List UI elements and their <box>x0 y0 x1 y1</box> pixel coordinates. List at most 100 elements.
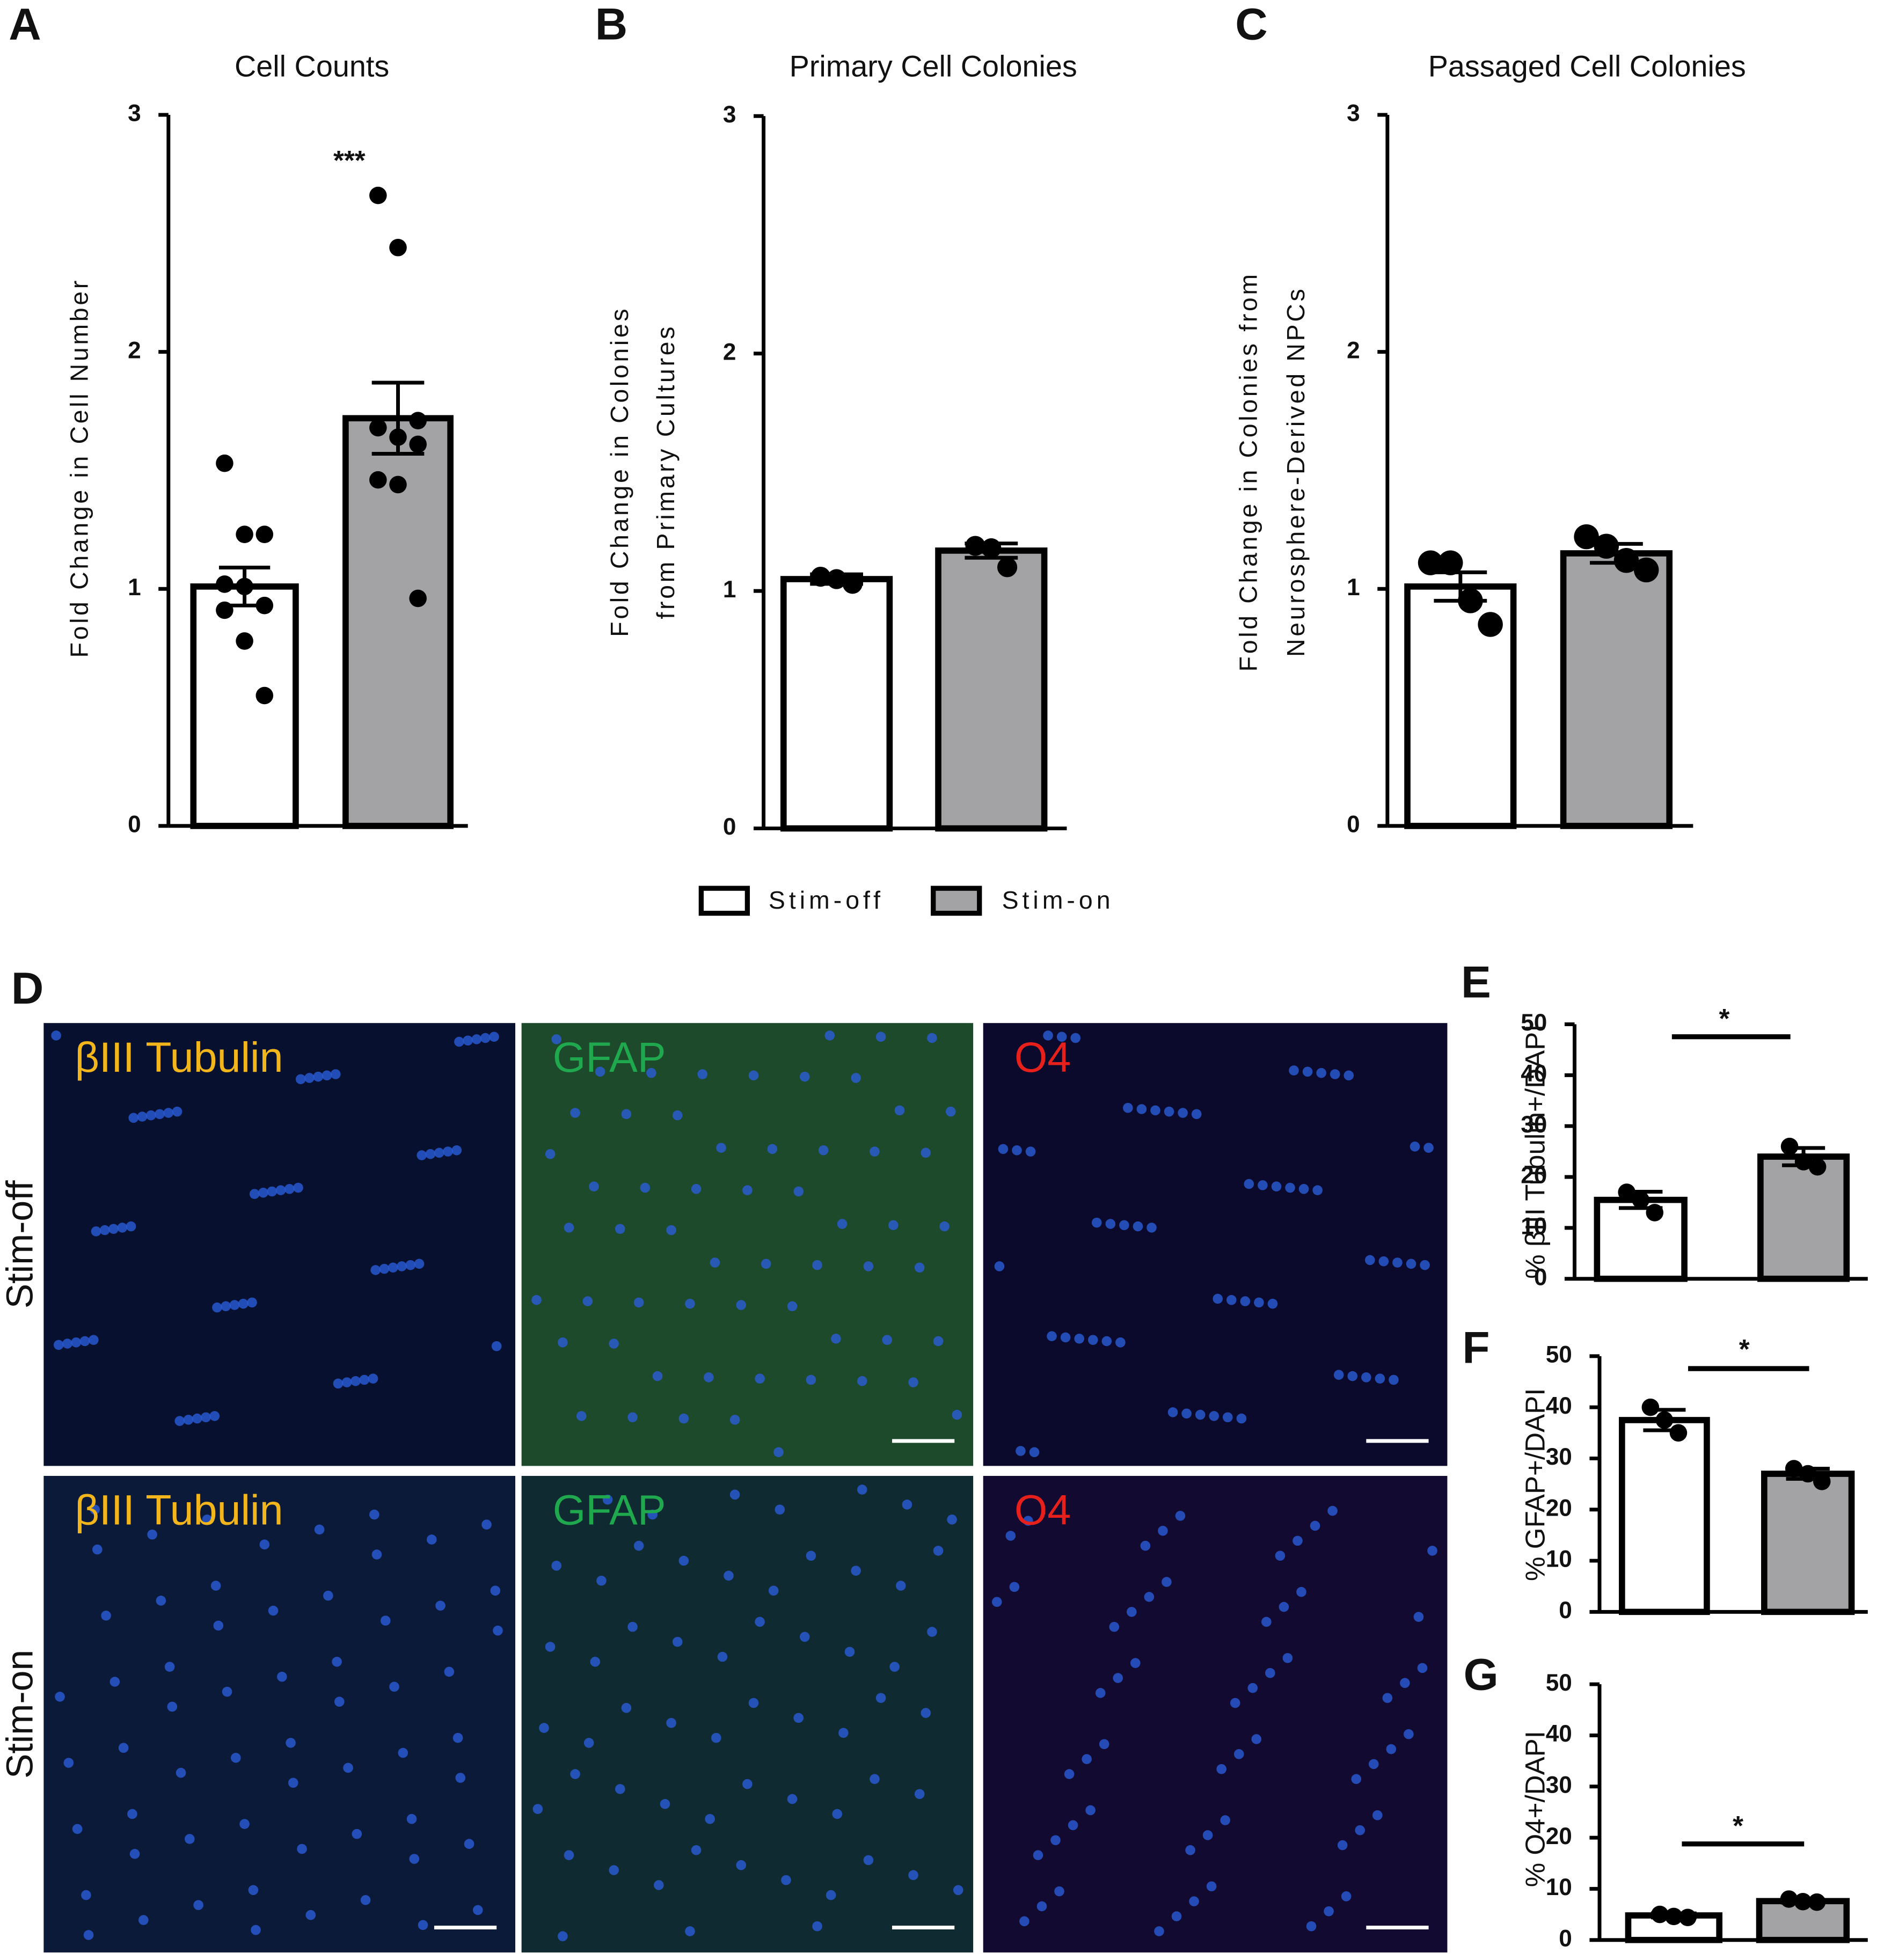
nucleus <box>1400 1678 1410 1688</box>
nucleus <box>564 1850 574 1860</box>
row-label: Stim-on <box>0 1650 40 1779</box>
nucleus <box>1223 1412 1233 1423</box>
y-tick-label: 30 <box>1546 1772 1572 1798</box>
nucleus <box>443 1146 453 1157</box>
nucleus <box>156 1596 166 1606</box>
nucleus <box>685 1926 695 1936</box>
data-point <box>1618 1183 1635 1201</box>
nucleus <box>933 1546 944 1556</box>
nucleus <box>1389 1374 1399 1385</box>
nucleus <box>1310 1520 1320 1531</box>
y-axis-label: Fold Change in Colonies <box>605 306 633 637</box>
nucleus <box>128 1113 139 1123</box>
y-tick-label: 20 <box>1521 1162 1547 1189</box>
nucleus <box>332 1657 342 1667</box>
data-point <box>1780 1137 1799 1155</box>
stain-label: GFAP <box>553 1486 666 1534</box>
nucleus <box>551 1034 562 1044</box>
nucleus <box>761 1259 771 1269</box>
data-point <box>1646 1204 1664 1222</box>
nucleus <box>472 1905 483 1915</box>
nucleus <box>1150 1105 1160 1116</box>
nucleus <box>863 1855 874 1866</box>
nucleus <box>90 1504 100 1515</box>
legend-label: Stim-on <box>1002 886 1114 914</box>
nucleus <box>192 1413 202 1424</box>
nucleus <box>268 1605 279 1616</box>
nucleus <box>1195 1409 1206 1420</box>
nucleus <box>288 1778 298 1788</box>
nucleus <box>126 1221 136 1232</box>
nucleus <box>1355 1825 1365 1835</box>
nucleus <box>101 1611 111 1621</box>
nucleus <box>167 1701 178 1712</box>
y-tick-label: 2 <box>723 339 736 365</box>
nucleus <box>1209 1411 1220 1421</box>
nucleus <box>660 1799 670 1809</box>
nucleus <box>62 1339 72 1349</box>
nucleus <box>1254 1297 1264 1308</box>
nucleus <box>426 1534 437 1545</box>
data-point <box>810 567 831 587</box>
nucleus <box>742 1779 753 1789</box>
nucleus <box>1095 1688 1106 1698</box>
nucleus <box>1068 1820 1078 1831</box>
nucleus <box>370 1265 381 1275</box>
nucleus <box>1382 1693 1393 1703</box>
nucleus <box>576 1411 587 1421</box>
nucleus <box>1372 1810 1383 1820</box>
y-tick-label: 0 <box>723 814 736 840</box>
nucleus <box>787 1301 798 1312</box>
nucleus <box>1220 1815 1230 1825</box>
nucleus <box>1423 1143 1434 1153</box>
nucleus <box>323 1590 333 1601</box>
nucleus <box>1341 1891 1352 1902</box>
nucleus <box>633 1297 644 1308</box>
nucleus <box>1251 1734 1262 1744</box>
data-point <box>409 435 427 454</box>
significance: * <box>1719 1003 1730 1034</box>
nucleus <box>1185 1845 1195 1855</box>
nucleus <box>451 1145 462 1155</box>
nucleus <box>1113 1673 1123 1683</box>
nucleus <box>202 1515 213 1525</box>
nucleus <box>145 1110 156 1121</box>
nucleus <box>464 1839 474 1849</box>
nucleus <box>1240 1296 1251 1306</box>
data-point <box>1651 1905 1669 1924</box>
nucleus <box>1087 1335 1098 1345</box>
nucleus <box>564 1223 574 1233</box>
nucleus <box>927 1627 937 1637</box>
nucleus <box>787 1794 798 1804</box>
nucleus <box>1091 1217 1102 1228</box>
nucleus <box>768 1585 779 1596</box>
nucleus <box>334 1696 345 1707</box>
nucleus <box>248 1885 259 1896</box>
nucleus <box>155 1109 165 1120</box>
nucleus <box>582 1296 593 1306</box>
nucleus <box>129 1849 140 1859</box>
nucleus <box>452 1732 463 1743</box>
nucleus <box>1130 1658 1141 1668</box>
data-point <box>826 569 847 589</box>
nucleus <box>551 1561 562 1571</box>
y-tick-label: 30 <box>1521 1111 1547 1138</box>
nucleus <box>1181 1408 1192 1419</box>
nucleus <box>201 1412 211 1423</box>
nucleus <box>621 1109 632 1120</box>
nucleus <box>1101 1336 1112 1347</box>
nucleus <box>435 1600 446 1611</box>
nucleus <box>1292 1535 1303 1546</box>
legend-label: Stim-off <box>769 886 884 914</box>
nucleus <box>89 1335 99 1345</box>
nucleus <box>91 1226 101 1237</box>
nucleus <box>313 1071 324 1082</box>
nucleus <box>341 1377 352 1387</box>
data-point <box>389 476 407 494</box>
panel-letter: B <box>595 0 627 49</box>
nucleus <box>1427 1546 1437 1556</box>
nucleus <box>875 1693 886 1703</box>
y-axis-label: % βIII Tubulin+/DAPI <box>1520 1025 1550 1279</box>
nucleus <box>1406 1259 1416 1269</box>
nucleus <box>1029 1447 1040 1458</box>
